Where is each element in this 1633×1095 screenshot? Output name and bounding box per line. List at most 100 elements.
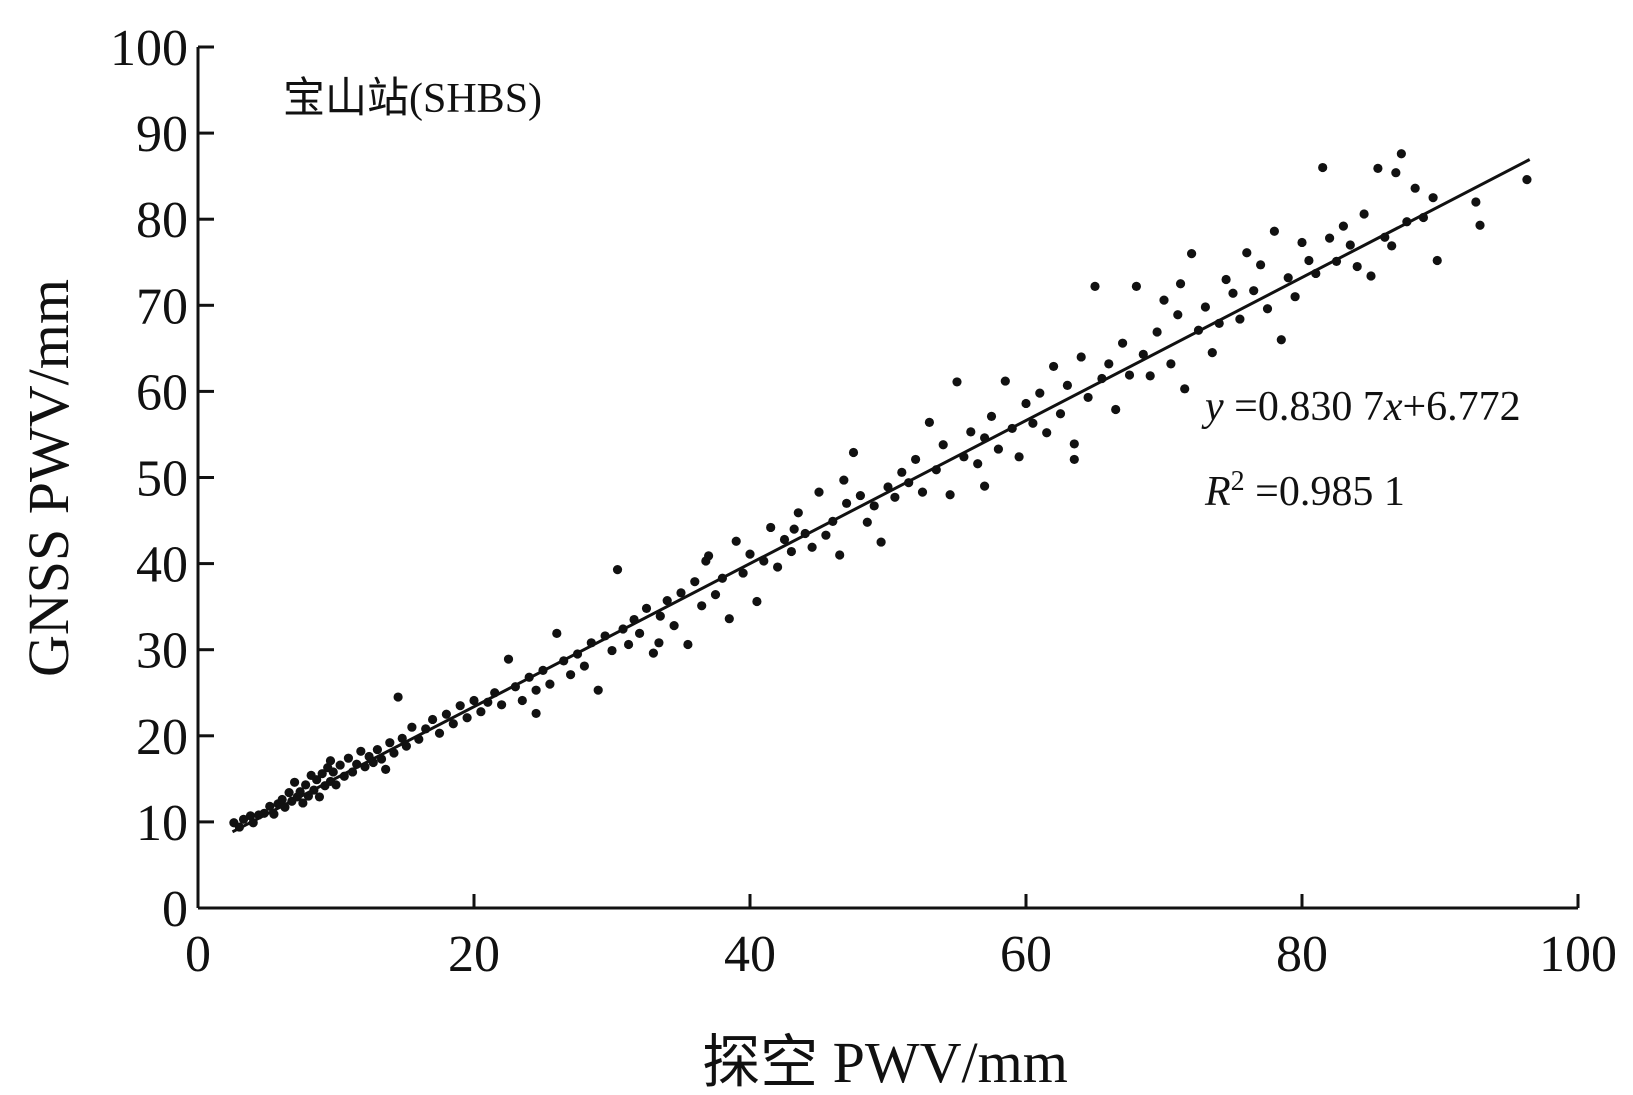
scatter-point bbox=[814, 487, 824, 497]
scatter-point bbox=[952, 377, 962, 387]
scatter-point bbox=[655, 611, 665, 621]
scatter-point bbox=[317, 769, 327, 779]
scatter-point bbox=[917, 487, 928, 497]
scatter-point bbox=[1021, 398, 1031, 409]
scatter-point bbox=[1276, 335, 1286, 345]
scatter-point bbox=[773, 562, 783, 572]
scatter-point bbox=[1304, 255, 1314, 266]
scatter-point bbox=[1410, 183, 1420, 193]
scatter-point bbox=[973, 459, 983, 469]
scatter-point bbox=[428, 714, 438, 725]
scatter-point bbox=[579, 661, 590, 671]
scatter-point bbox=[1290, 292, 1300, 302]
scatter-point bbox=[393, 692, 403, 702]
scatter-point bbox=[821, 530, 831, 540]
scatter-point bbox=[683, 639, 693, 650]
scatter-point bbox=[448, 719, 458, 729]
scatter-point bbox=[245, 811, 256, 821]
y-axis-title: GNSS PWV/mm bbox=[16, 279, 81, 677]
scatter-point bbox=[607, 645, 617, 656]
scatter-point bbox=[635, 628, 645, 638]
scatter-point bbox=[441, 709, 451, 719]
scatter-point bbox=[1471, 197, 1481, 207]
scatter-point bbox=[1297, 237, 1307, 248]
scatter-point bbox=[1000, 376, 1010, 386]
scatter-point bbox=[335, 760, 345, 770]
scatter-point bbox=[890, 492, 900, 502]
scatter-point bbox=[407, 722, 417, 732]
scatter-point bbox=[1111, 404, 1121, 415]
scatter-point bbox=[1396, 149, 1406, 159]
scatter-point bbox=[945, 490, 955, 500]
scatter-point bbox=[397, 733, 407, 743]
scatter-point bbox=[924, 417, 935, 427]
scatter-point bbox=[1173, 310, 1183, 320]
scatter-point bbox=[1221, 274, 1231, 285]
scatter-point bbox=[593, 685, 603, 695]
scatter-point bbox=[938, 440, 948, 450]
scatter-point bbox=[911, 454, 921, 465]
scatter-point bbox=[1373, 163, 1383, 174]
scatter-point bbox=[1035, 388, 1045, 398]
scatter-point bbox=[1262, 304, 1273, 314]
scatter-point bbox=[301, 780, 311, 790]
scatter-point bbox=[1138, 349, 1148, 359]
scatter-point bbox=[1124, 370, 1135, 380]
scatter-point bbox=[265, 801, 275, 812]
scatter-point bbox=[328, 767, 338, 777]
scatter-point bbox=[1338, 221, 1348, 231]
x-tick-label: 40 bbox=[724, 926, 776, 983]
r2-value: =0.985 1 bbox=[1245, 469, 1405, 515]
scatter-point bbox=[238, 814, 249, 824]
scatter-point bbox=[314, 792, 325, 802]
scatter-point bbox=[552, 628, 562, 638]
y-tick-label: 60 bbox=[136, 364, 188, 421]
scatter-point bbox=[669, 620, 679, 631]
equation-intercept: +6.772 bbox=[1403, 384, 1521, 430]
y-tick-label: 80 bbox=[136, 192, 188, 249]
scatter-point bbox=[1159, 295, 1169, 305]
scatter-point bbox=[1269, 226, 1279, 236]
scatter-point bbox=[731, 536, 741, 546]
x-tick-label: 20 bbox=[448, 926, 500, 983]
scatter-point bbox=[455, 701, 465, 711]
scatter-point bbox=[1083, 392, 1093, 403]
scatter-point bbox=[807, 542, 817, 552]
scatter-point bbox=[1062, 380, 1072, 390]
y-tick-label: 100 bbox=[110, 20, 188, 77]
scatter-point bbox=[724, 614, 734, 624]
scatter-point bbox=[290, 777, 300, 787]
scatter-point bbox=[1256, 260, 1266, 270]
r2-exponent: 2 bbox=[1231, 466, 1245, 497]
scatter-point bbox=[1069, 454, 1079, 465]
scatter-point bbox=[566, 670, 576, 680]
scatter-point bbox=[312, 775, 322, 785]
scatter-point bbox=[331, 780, 341, 790]
scatter-point bbox=[779, 534, 790, 545]
r2-symbol: R bbox=[1204, 469, 1231, 515]
scatter-point bbox=[517, 695, 527, 706]
scatter-point bbox=[1352, 261, 1362, 272]
scatter-point bbox=[752, 596, 762, 607]
scatter-point bbox=[1104, 359, 1114, 369]
scatter-point bbox=[1166, 359, 1176, 369]
y-tick-label: 50 bbox=[136, 451, 188, 508]
scatter-point bbox=[372, 744, 382, 755]
scatter-point bbox=[1428, 193, 1438, 203]
scatter-point bbox=[966, 427, 976, 437]
scatter-point bbox=[1028, 418, 1038, 428]
scatter-point bbox=[277, 794, 287, 805]
scatter-point bbox=[545, 679, 555, 689]
fit-line-group bbox=[231, 158, 1531, 834]
equation-x-symbol: x bbox=[1383, 384, 1403, 430]
scatter-point bbox=[848, 447, 859, 458]
y-tick-label: 90 bbox=[136, 106, 188, 163]
scatter-point bbox=[1187, 249, 1197, 259]
scatter-point bbox=[284, 788, 294, 798]
scatter-point bbox=[343, 753, 354, 763]
scatter-point bbox=[986, 411, 997, 421]
scatter-point bbox=[738, 568, 748, 578]
scatter-point bbox=[1228, 288, 1238, 298]
scatter-point bbox=[662, 596, 672, 606]
scatter-point bbox=[1118, 338, 1128, 348]
